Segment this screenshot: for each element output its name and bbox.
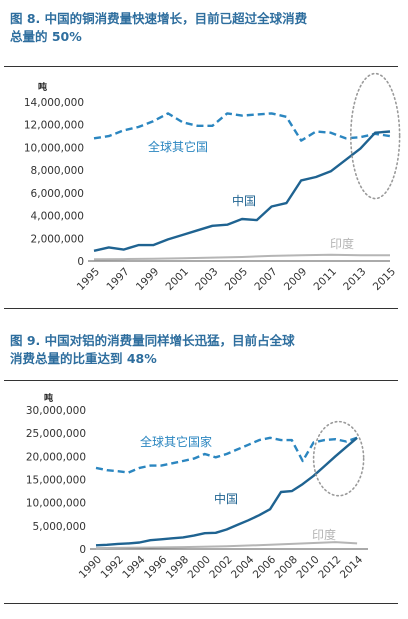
x-tick-label: 1990 (77, 554, 104, 581)
figure-9-top-rule (4, 380, 398, 381)
series-line-india (93, 253, 390, 261)
series-label-india: 印度 (330, 236, 354, 251)
x-tick-label: 2015 (371, 266, 398, 293)
series-label-china: 中国 (232, 193, 256, 208)
aluminum-consumption-chart: 吨 0 5,000,000 10,000,000 15,000,000 20,000,0… (26, 392, 368, 581)
copper-consumption-chart: 吨 0 2,000,000 4,000,000 6,000,000 8,000,000 1… (24, 72, 401, 293)
y-tick-label: 12,000,000 (24, 120, 84, 132)
x-tick-label: 1996 (142, 553, 170, 581)
y-tick-label: 30,000,000 (26, 405, 86, 417)
figure-9-title: 图 9. 中国对铝的消费量同样增长迅猛，目前占全球 消费总量的比重达到 48% (10, 332, 402, 368)
x-tick-label: 1992 (98, 554, 125, 581)
y-tick-label: 10,000,000 (26, 498, 86, 510)
y-tick-label: 0 (79, 544, 86, 556)
x-tick-label: 2005 (223, 266, 250, 293)
y-unit-label: 吨 (38, 81, 47, 93)
series-line-rest-of-world (93, 112, 391, 142)
series-line-china (93, 130, 391, 252)
y-tick-label: 0 (77, 256, 84, 268)
figure-8-bottom-rule (4, 308, 398, 309)
series-line-india (95, 541, 358, 550)
figure-8-top-rule (4, 66, 398, 67)
y-tick-label: 10,000,000 (24, 142, 84, 154)
series-label-india: 印度 (312, 527, 336, 542)
y-tick-label: 25,000,000 (26, 428, 86, 440)
x-tick-label: 1997 (104, 266, 131, 293)
x-tick-label: 1994 (120, 553, 148, 581)
y-tick-label: 8,000,000 (31, 165, 84, 177)
x-tick-label: 2008 (273, 554, 300, 581)
x-tick-label: 2009 (282, 266, 309, 293)
x-tick-label: 1999 (134, 266, 161, 293)
x-tick-label: 2013 (341, 266, 368, 293)
y-tick-label: 2,000,000 (31, 233, 84, 245)
x-tick-label: 2011 (312, 266, 339, 293)
series-label-rest-of-world: 全球其它国家 (140, 434, 212, 449)
x-tick-label: 1995 (75, 266, 102, 293)
y-tick-label: 14,000,000 (24, 97, 84, 109)
series-line-china (95, 436, 358, 547)
x-tick-label: 2012 (316, 554, 343, 581)
y-tick-label: 20,000,000 (26, 451, 86, 463)
y-unit-label: 吨 (44, 392, 53, 404)
y-tick-label: 4,000,000 (31, 211, 84, 223)
x-tick-label: 2006 (251, 553, 279, 581)
figure-8-title-line1: 图 8. 中国的铜消费量快速增长，目前已超过全球消费 (10, 11, 308, 26)
highlight-ellipse (349, 72, 401, 200)
y-tick-label: 15,000,000 (26, 475, 86, 487)
highlight-ellipse (312, 420, 365, 497)
figure-8-title-line2: 总量的 50% (10, 29, 82, 44)
x-tick-label: 1998 (164, 554, 191, 581)
series-line-rest-of-world (95, 436, 358, 474)
x-tick-label: 2003 (193, 266, 220, 293)
x-tick-label: 2000 (186, 554, 213, 581)
x-tick-label: 2001 (164, 266, 191, 293)
x-tick-label: 2002 (207, 554, 234, 581)
x-tick-label: 2014 (338, 553, 366, 581)
y-tick-label: 5,000,000 (33, 521, 86, 533)
figure-9-title-line1: 图 9. 中国对铝的消费量同样增长迅猛，目前占全球 (10, 333, 295, 348)
figure-9-bottom-rule (4, 603, 398, 604)
series-label-china: 中国 (214, 491, 238, 506)
series-label-rest-of-world: 全球其它国 (148, 139, 208, 154)
y-tick-label: 6,000,000 (31, 188, 84, 200)
figure-9-title-line2: 消费总量的比重达到 48% (10, 351, 157, 366)
x-tick-label: 2007 (252, 266, 279, 293)
figure-8-title: 图 8. 中国的铜消费量快速增长，目前已超过全球消费 总量的 50% (10, 10, 402, 46)
x-tick-label: 2004 (229, 553, 257, 581)
x-tick-label: 2010 (294, 554, 321, 581)
